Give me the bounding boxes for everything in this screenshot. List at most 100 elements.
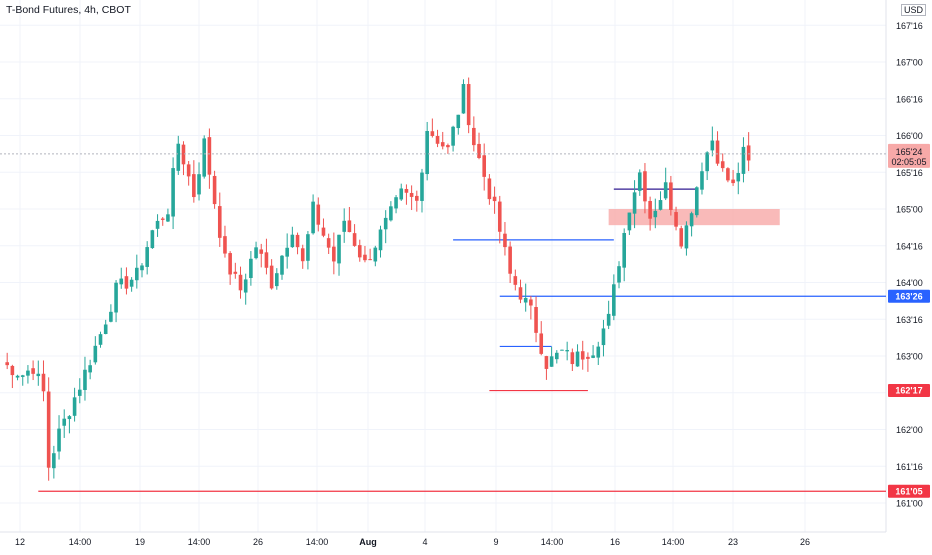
candles[interactable] [5, 77, 751, 481]
candle[interactable] [207, 128, 212, 189]
candle[interactable] [306, 231, 310, 270]
candle[interactable] [456, 114, 461, 135]
candle[interactable] [321, 218, 326, 238]
candle[interactable] [529, 295, 533, 320]
candle[interactable] [269, 259, 274, 290]
candle[interactable] [275, 268, 279, 290]
candle[interactable] [497, 195, 502, 244]
currency-badge[interactable]: USD [900, 4, 926, 16]
candle[interactable] [98, 331, 103, 348]
candle[interactable] [663, 167, 668, 201]
candle[interactable] [399, 183, 404, 201]
candle[interactable] [430, 118, 435, 138]
candle[interactable] [539, 321, 544, 356]
candle[interactable] [26, 365, 30, 384]
candle[interactable] [700, 162, 704, 195]
candle[interactable] [534, 296, 538, 343]
candle[interactable] [233, 262, 238, 279]
candle[interactable] [435, 129, 440, 148]
price-label-badge[interactable] [888, 289, 930, 303]
price-label-badge[interactable] [888, 484, 930, 498]
candle[interactable] [570, 348, 575, 372]
candle[interactable] [145, 241, 149, 275]
candle[interactable] [746, 132, 751, 172]
candle[interactable] [415, 190, 419, 212]
candle[interactable] [627, 212, 632, 235]
candle[interactable] [523, 283, 528, 312]
candle[interactable] [632, 180, 637, 229]
candle[interactable] [114, 280, 118, 323]
candle[interactable] [658, 191, 663, 211]
candle[interactable] [10, 364, 15, 389]
candle[interactable] [565, 341, 569, 361]
candle[interactable] [684, 221, 689, 256]
candle[interactable] [420, 168, 424, 213]
candle[interactable] [295, 232, 300, 255]
candle[interactable] [451, 125, 455, 152]
candle[interactable] [404, 184, 409, 205]
candle[interactable] [337, 234, 341, 276]
candle[interactable] [446, 143, 450, 154]
candle[interactable] [487, 174, 492, 205]
candle[interactable] [223, 225, 227, 258]
candle[interactable] [472, 116, 476, 152]
candle[interactable] [155, 214, 160, 237]
candle[interactable] [357, 239, 362, 262]
candle[interactable] [93, 336, 98, 365]
candle[interactable] [192, 160, 196, 203]
candle[interactable] [715, 131, 720, 166]
candle[interactable] [544, 355, 549, 380]
candle[interactable] [637, 169, 642, 196]
candle[interactable] [612, 274, 616, 321]
candle[interactable] [83, 356, 87, 401]
candle[interactable] [648, 196, 652, 231]
candle[interactable] [254, 241, 258, 260]
candle[interactable] [88, 359, 92, 380]
candle[interactable] [669, 175, 673, 216]
candle[interactable] [135, 254, 139, 289]
candle[interactable] [197, 162, 201, 201]
candle[interactable] [140, 263, 144, 278]
candle[interactable] [150, 229, 155, 249]
current-price-badge[interactable] [888, 143, 930, 168]
candle[interactable] [290, 226, 295, 248]
candle[interactable] [513, 269, 518, 291]
candle[interactable] [710, 126, 715, 157]
candle[interactable] [679, 225, 684, 249]
candle[interactable] [368, 248, 372, 261]
candle[interactable] [492, 186, 497, 214]
candle[interactable] [741, 137, 746, 183]
candle[interactable] [409, 185, 414, 211]
candle[interactable] [77, 378, 82, 404]
candle[interactable] [705, 151, 709, 181]
candle[interactable] [5, 352, 9, 370]
candle[interactable] [694, 186, 699, 218]
candle[interactable] [129, 277, 134, 292]
candle[interactable] [653, 198, 658, 229]
candle[interactable] [617, 261, 621, 289]
candle[interactable] [119, 267, 124, 289]
candle[interactable] [259, 243, 264, 268]
candle[interactable] [181, 141, 186, 176]
candle[interactable] [425, 121, 429, 181]
candle[interactable] [736, 162, 741, 195]
candle[interactable] [383, 210, 388, 244]
candle[interactable] [622, 228, 626, 282]
price-axis[interactable]: 167'16 167'00 166'16 166'00 165'16 165'00 164'… [896, 21, 923, 509]
candle[interactable] [285, 233, 289, 269]
candle[interactable] [591, 345, 595, 359]
candle[interactable] [20, 374, 25, 386]
candle[interactable] [249, 251, 253, 286]
candle[interactable] [212, 170, 217, 209]
candle[interactable] [606, 300, 611, 330]
candle[interactable] [217, 192, 222, 247]
candle[interactable] [726, 167, 730, 183]
candle[interactable] [378, 225, 383, 258]
candle[interactable] [57, 415, 61, 460]
candle[interactable] [373, 245, 378, 267]
candle[interactable] [311, 194, 315, 235]
candle[interactable] [316, 197, 321, 232]
